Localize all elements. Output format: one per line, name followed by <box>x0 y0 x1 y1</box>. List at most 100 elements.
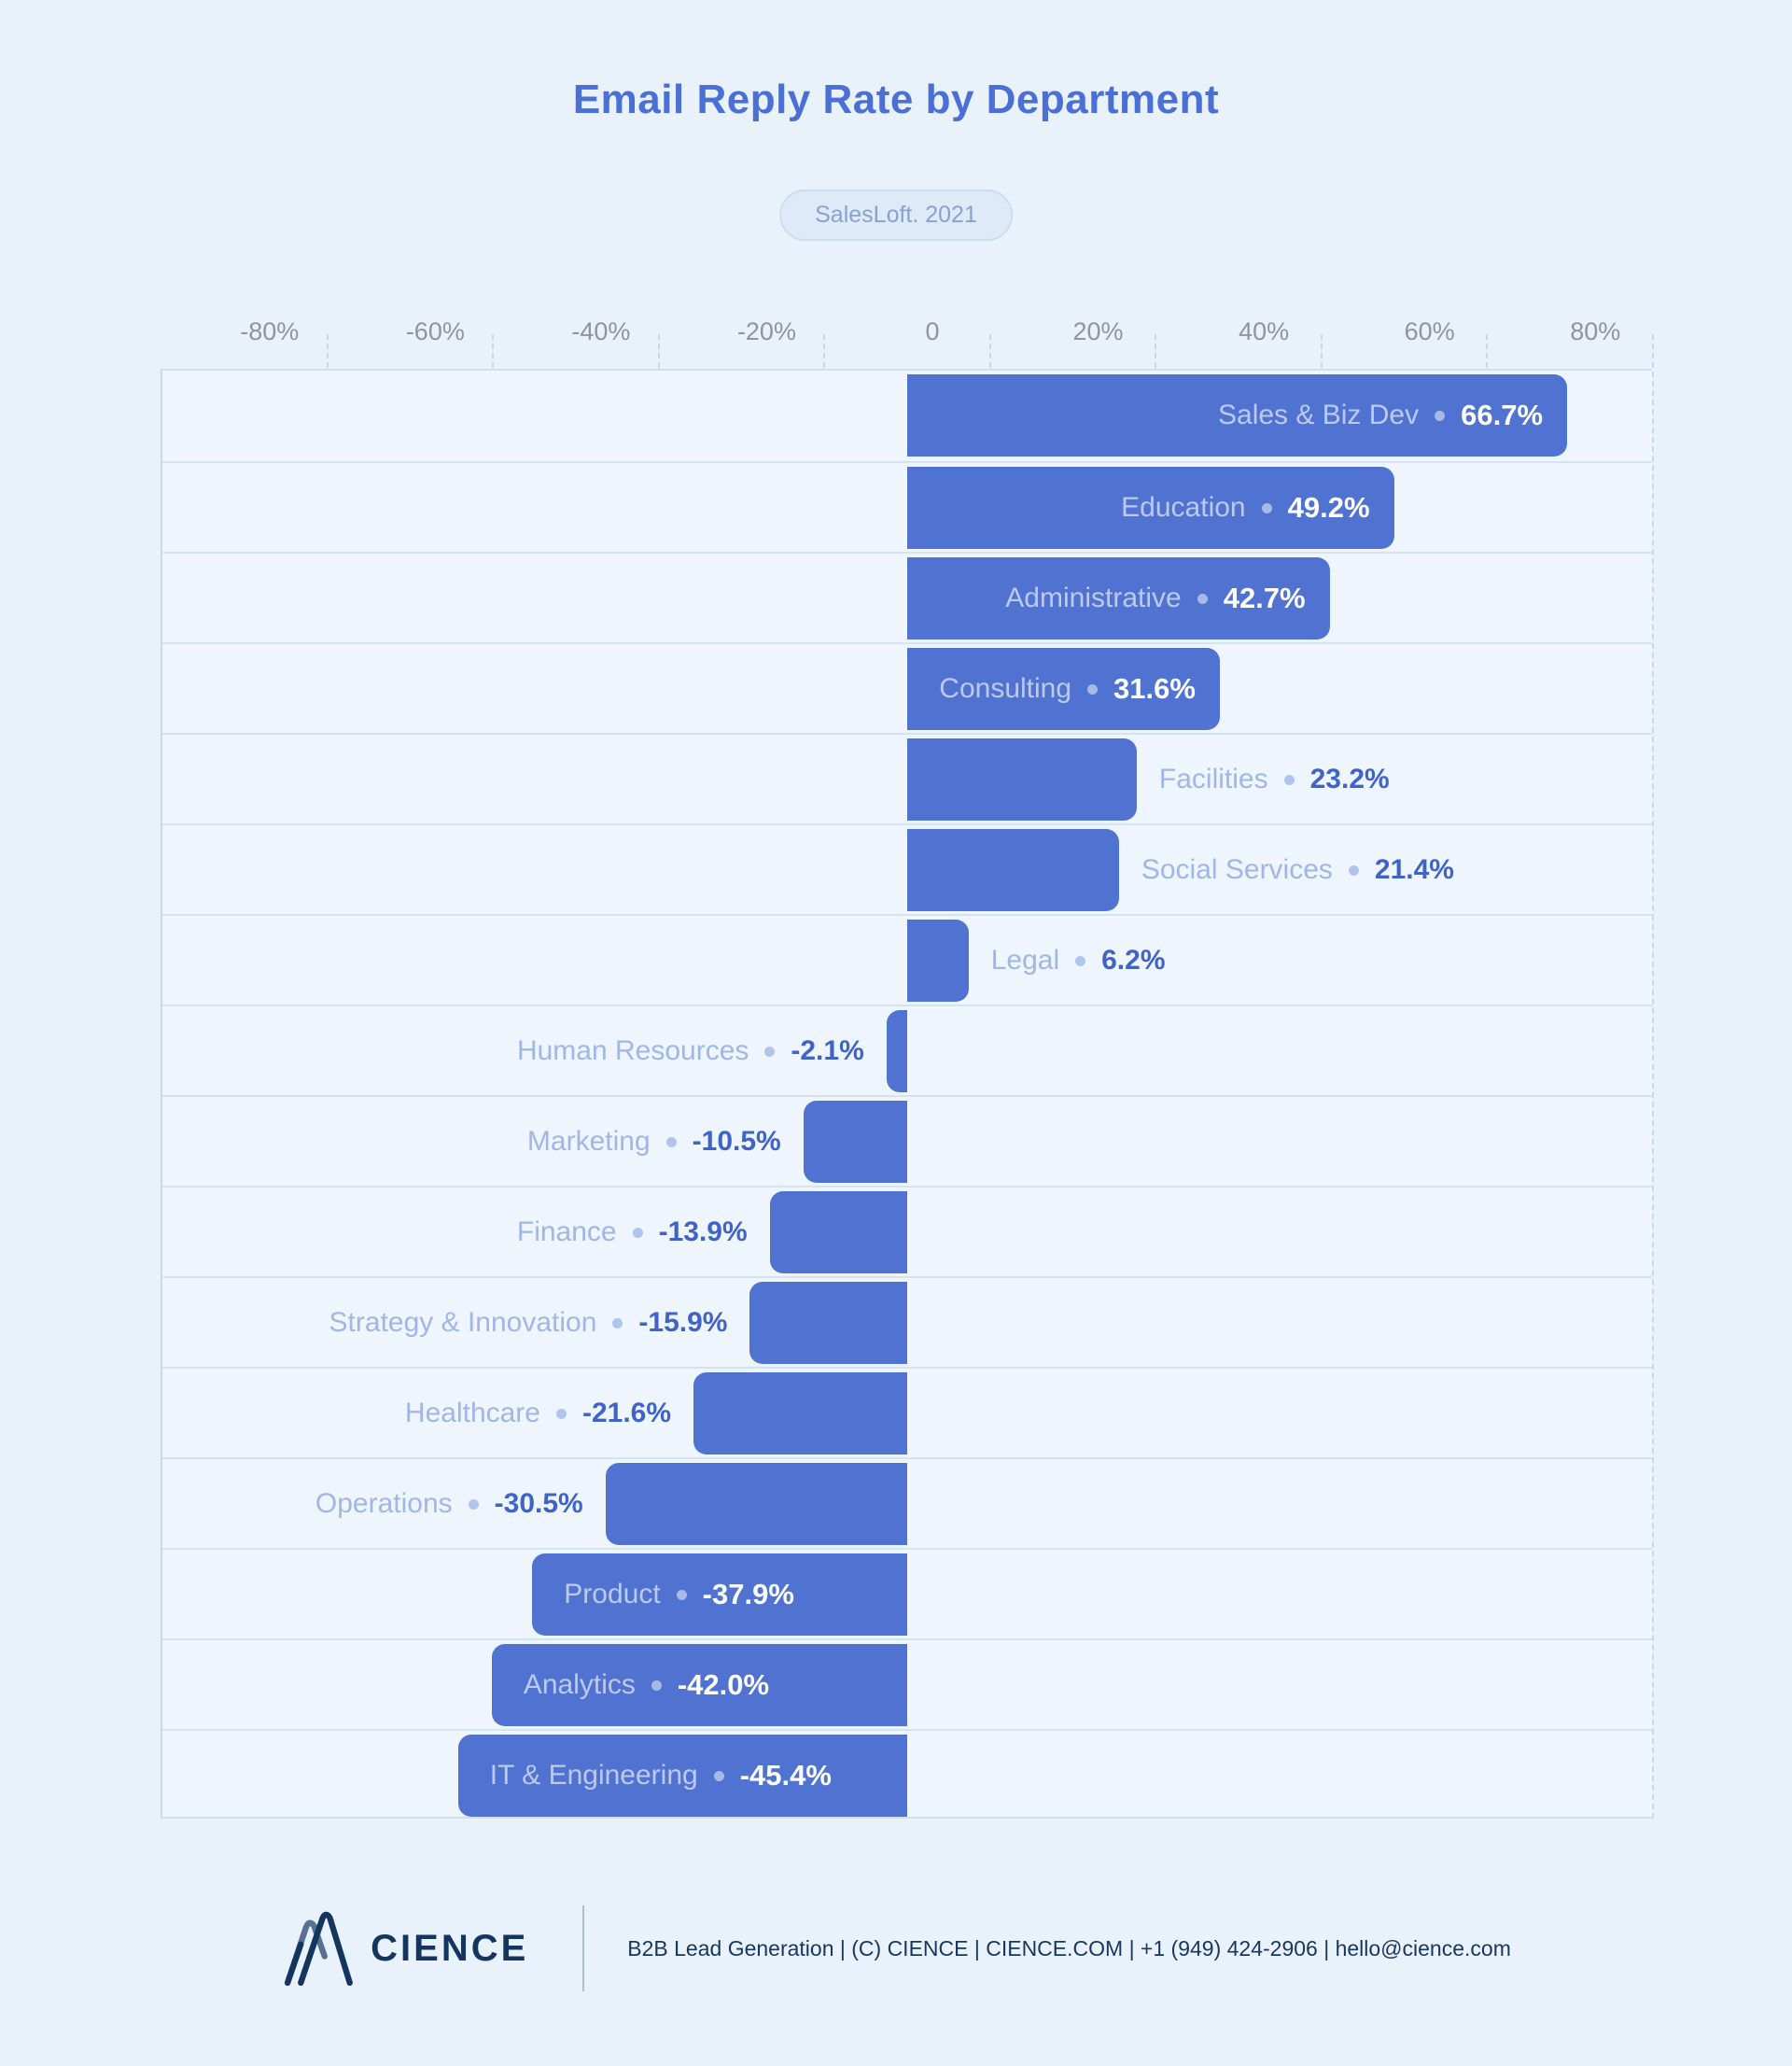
dot-separator-icon <box>1197 593 1208 604</box>
x-axis-tick-label: 60% <box>1404 317 1455 345</box>
bar-outside-label: Strategy & Innovation -15.9% <box>329 1282 728 1364</box>
brand: CIENCE <box>281 1907 528 1989</box>
source-badge: SalesLoft. 2021 <box>779 190 1013 241</box>
bar <box>693 1372 907 1455</box>
bar-category-label: Marketing <box>526 1126 651 1157</box>
bar-category-label: IT & Engineering <box>489 1760 698 1791</box>
dot-separator-icon <box>468 1498 479 1510</box>
bar-category-label: Social Services <box>1141 854 1333 885</box>
bar-row: Consulting 31.6% <box>162 642 1652 733</box>
x-axis-tick-label: 20% <box>1072 317 1124 345</box>
bar-category-label: Healthcare <box>404 1398 540 1428</box>
cience-logo-icon <box>285 1911 354 1987</box>
x-axis: -80% -60% -40% -20% 0 20% 40% 60% 80% <box>161 317 1652 369</box>
x-axis-tick-label: -20% <box>736 317 796 345</box>
footer-contact-info: B2B Lead Generation | (C) CIENCE | CIENC… <box>627 1935 1511 1961</box>
bar-value-label: 6.2% <box>1101 945 1166 976</box>
bar: Education 49.2% <box>907 467 1394 549</box>
bar <box>605 1463 907 1545</box>
x-axis-tick-label: -40% <box>571 317 631 345</box>
footer-divider <box>582 1905 585 1991</box>
bar-outside-label: Human Resources -2.1% <box>517 1010 864 1092</box>
bar-category-label: Strategy & Innovation <box>329 1307 597 1338</box>
bar <box>769 1191 907 1273</box>
bar-category-label: Analytics <box>523 1669 636 1700</box>
bar-row: Marketing -10.5% <box>162 1095 1652 1186</box>
bar-value-label: -15.9% <box>638 1307 728 1338</box>
dot-separator-icon <box>1348 864 1359 876</box>
dot-separator-icon <box>632 1227 643 1238</box>
bar-outside-label: Legal 6.2% <box>991 920 1166 1002</box>
bar <box>907 829 1119 911</box>
dot-separator-icon <box>1087 683 1099 695</box>
bar-category-label: Facilities <box>1158 764 1268 794</box>
footer: CIENCE B2B Lead Generation | (C) CIENCE … <box>0 1897 1792 2000</box>
bar-category-label: Human Resources <box>516 1035 749 1066</box>
dot-separator-icon <box>1075 955 1086 966</box>
bar-category-label: Product <box>564 1579 661 1609</box>
dot-separator-icon <box>676 1589 687 1600</box>
bar: Product -37.9% <box>532 1553 907 1636</box>
bar-chart: -80% -60% -40% -20% 0 20% 40% 60% 80% Sales & Bi… <box>161 317 1654 1819</box>
vertical-gridline <box>1652 334 1654 1819</box>
bar: Administrative 42.7% <box>907 557 1330 639</box>
bar-value-label: 31.6% <box>1113 672 1196 705</box>
bar: Sales & Biz Dev 66.7% <box>907 374 1568 457</box>
brand-wordmark: CIENCE <box>371 1927 529 1969</box>
bar-category-label: Education <box>1121 492 1246 523</box>
bar <box>886 1010 907 1092</box>
bar <box>907 920 969 1002</box>
bar-row: Legal 6.2% <box>162 914 1652 1005</box>
bar-row: Strategy & Innovation -15.9% <box>162 1276 1652 1367</box>
dot-separator-icon <box>665 1136 677 1147</box>
bar-row: Human Resources -2.1% <box>162 1005 1652 1095</box>
x-axis-tick-label: 0 <box>925 317 940 345</box>
bar-outside-label: Social Services 21.4% <box>1141 829 1454 911</box>
bar-row: IT & Engineering -45.4% <box>162 1729 1652 1820</box>
bar-outside-label: Marketing -10.5% <box>527 1101 781 1183</box>
bar-category-label: Sales & Biz Dev <box>1218 400 1420 430</box>
bar-value-label: -30.5% <box>494 1488 583 1519</box>
dot-separator-icon <box>1261 502 1272 513</box>
bar-value-label: -45.4% <box>739 1759 832 1792</box>
bar-row: Product -37.9% <box>162 1548 1652 1638</box>
x-axis-tick-label: 80% <box>1570 317 1621 345</box>
bar-row: Education 49.2% <box>162 461 1652 552</box>
bar-row: Healthcare -21.6% <box>162 1367 1652 1457</box>
bar-row: Facilities 23.2% <box>162 733 1652 823</box>
x-axis-tick-label: -60% <box>405 317 465 345</box>
x-axis-tick-label: 40% <box>1239 317 1290 345</box>
bar-row: Social Services 21.4% <box>162 823 1652 914</box>
bar-value-label: -10.5% <box>692 1126 781 1157</box>
dot-separator-icon <box>713 1770 724 1781</box>
bar: IT & Engineering -45.4% <box>457 1735 907 1817</box>
dot-separator-icon <box>651 1680 662 1691</box>
chart-title: Email Reply Rate by Department <box>572 77 1220 122</box>
bar-category-label: Legal <box>990 945 1060 976</box>
bar-value-label: -2.1% <box>791 1035 864 1066</box>
bar <box>803 1101 907 1183</box>
bar-row: Administrative 42.7% <box>162 552 1652 642</box>
dot-separator-icon <box>555 1408 567 1419</box>
bar-category-label: Consulting <box>939 673 1072 704</box>
bar-value-label: 23.2% <box>1309 764 1390 794</box>
bar-row: Operations -30.5% <box>162 1457 1652 1548</box>
dot-separator-icon <box>612 1317 623 1328</box>
plot-area: Sales & Biz Dev 66.7% Education 49.2% Ad… <box>161 369 1652 1819</box>
bar-value-label: 21.4% <box>1374 854 1454 885</box>
bar-category-label: Administrative <box>1005 583 1182 613</box>
dot-separator-icon <box>764 1046 776 1057</box>
bar-outside-label: Healthcare -21.6% <box>405 1372 671 1455</box>
dot-separator-icon <box>1283 774 1295 785</box>
bar-outside-label: Facilities 23.2% <box>1159 738 1390 821</box>
bar-value-label: 42.7% <box>1223 582 1306 614</box>
bar: Analytics -42.0% <box>491 1644 907 1726</box>
bar-category-label: Operations <box>315 1488 453 1519</box>
dot-separator-icon <box>1435 410 1446 421</box>
bar-value-label: -42.0% <box>677 1668 770 1701</box>
bar-row: Finance -13.9% <box>162 1186 1652 1276</box>
bar-value-label: 66.7% <box>1461 399 1544 431</box>
bar-value-label: -21.6% <box>581 1398 672 1428</box>
bar-category-label: Finance <box>516 1216 617 1247</box>
